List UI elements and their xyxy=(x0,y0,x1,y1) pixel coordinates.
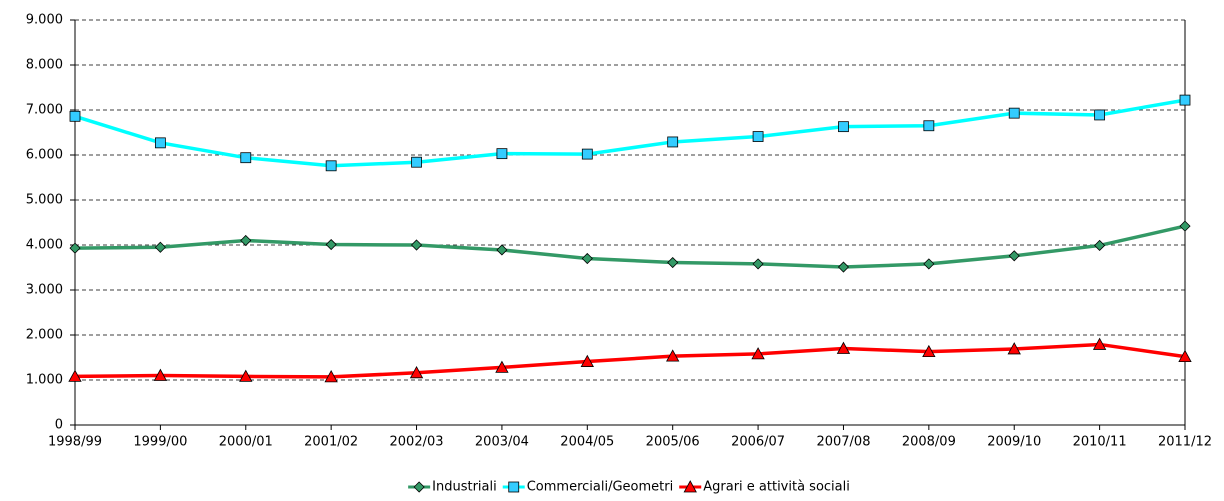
marker xyxy=(751,347,765,360)
legend-label: Commerciali/Geometri xyxy=(527,480,674,495)
marker xyxy=(923,120,935,132)
series-line xyxy=(74,342,1186,379)
marker xyxy=(1179,220,1191,232)
y-tick-label: 1.000 xyxy=(26,373,63,388)
marker xyxy=(581,148,593,160)
marker xyxy=(667,256,679,269)
x-tick-label: 2006/07 xyxy=(731,435,785,450)
marker xyxy=(240,234,252,247)
series-line xyxy=(74,98,1186,168)
marker xyxy=(922,344,936,358)
y-tick-label: 3.000 xyxy=(26,283,63,298)
marker xyxy=(69,242,81,254)
y-tick-label: 7.000 xyxy=(26,103,63,118)
marker xyxy=(683,480,697,493)
marker xyxy=(923,258,935,270)
y-tick-label: 4.000 xyxy=(26,238,63,253)
marker xyxy=(153,368,168,381)
marker xyxy=(154,241,166,253)
marker xyxy=(837,261,850,273)
marker xyxy=(496,244,508,256)
marker xyxy=(667,136,679,148)
marker xyxy=(325,238,337,251)
legend-item: Industriali xyxy=(408,480,497,495)
marker xyxy=(508,481,520,493)
marker xyxy=(495,360,509,373)
series-line xyxy=(74,224,1186,269)
marker xyxy=(496,148,508,160)
marker xyxy=(1179,94,1191,106)
marker xyxy=(581,252,593,265)
marker xyxy=(666,349,680,362)
marker xyxy=(1094,239,1106,252)
y-tick-label: 6.000 xyxy=(26,148,63,163)
marker xyxy=(324,370,338,383)
x-tick-label: 2003/04 xyxy=(475,435,529,450)
marker xyxy=(239,369,253,382)
x-tick-label: 2004/05 xyxy=(560,435,614,450)
x-tick-label: 2009/10 xyxy=(987,435,1041,450)
marker xyxy=(325,160,337,172)
y-tick-label: 5.000 xyxy=(26,193,63,208)
x-tick-label: 2007/08 xyxy=(816,435,870,450)
x-tick-label: 2008/09 xyxy=(902,435,956,450)
marker xyxy=(409,365,424,379)
legend-label: Industriali xyxy=(432,480,497,495)
y-tick-label: 8.000 xyxy=(26,58,63,73)
marker xyxy=(1094,109,1106,121)
marker xyxy=(69,110,81,122)
legend-item: Agrari e attività sociali xyxy=(679,480,850,495)
marker xyxy=(413,481,425,493)
marker xyxy=(240,152,252,164)
marker xyxy=(154,137,166,149)
marker xyxy=(752,258,764,270)
x-tick-label: 1999/00 xyxy=(133,435,187,450)
legend-item: Commerciali/Geometri xyxy=(502,480,674,495)
marker xyxy=(580,354,594,367)
marker xyxy=(1092,337,1107,350)
marker xyxy=(411,156,422,168)
marker xyxy=(1178,349,1192,363)
x-tick-label: 2002/03 xyxy=(390,435,444,450)
legend: Industriali Commerciali/Geometri Agrari e … xyxy=(408,480,850,495)
marker xyxy=(1008,250,1020,262)
y-tick-label: 9.000 xyxy=(26,13,63,28)
legend-label: Agrari e attività sociali xyxy=(703,480,850,495)
x-tick-label: 1998/99 xyxy=(48,435,102,450)
marker xyxy=(1008,107,1020,119)
marker xyxy=(410,239,423,251)
marker xyxy=(1007,342,1021,355)
y-tick-label: 0 xyxy=(55,418,63,433)
x-tick-label: 2011/12 xyxy=(1158,435,1212,450)
x-tick-label: 2001/02 xyxy=(304,435,358,450)
marker xyxy=(68,369,82,382)
marker xyxy=(838,121,849,133)
marker xyxy=(752,131,764,142)
x-tick-label: 2010/11 xyxy=(1073,435,1127,450)
x-tick-label: 2005/06 xyxy=(646,435,700,450)
x-tick-label: 2000/01 xyxy=(219,435,273,450)
y-tick-label: 2.000 xyxy=(26,328,63,343)
marker xyxy=(836,341,851,354)
